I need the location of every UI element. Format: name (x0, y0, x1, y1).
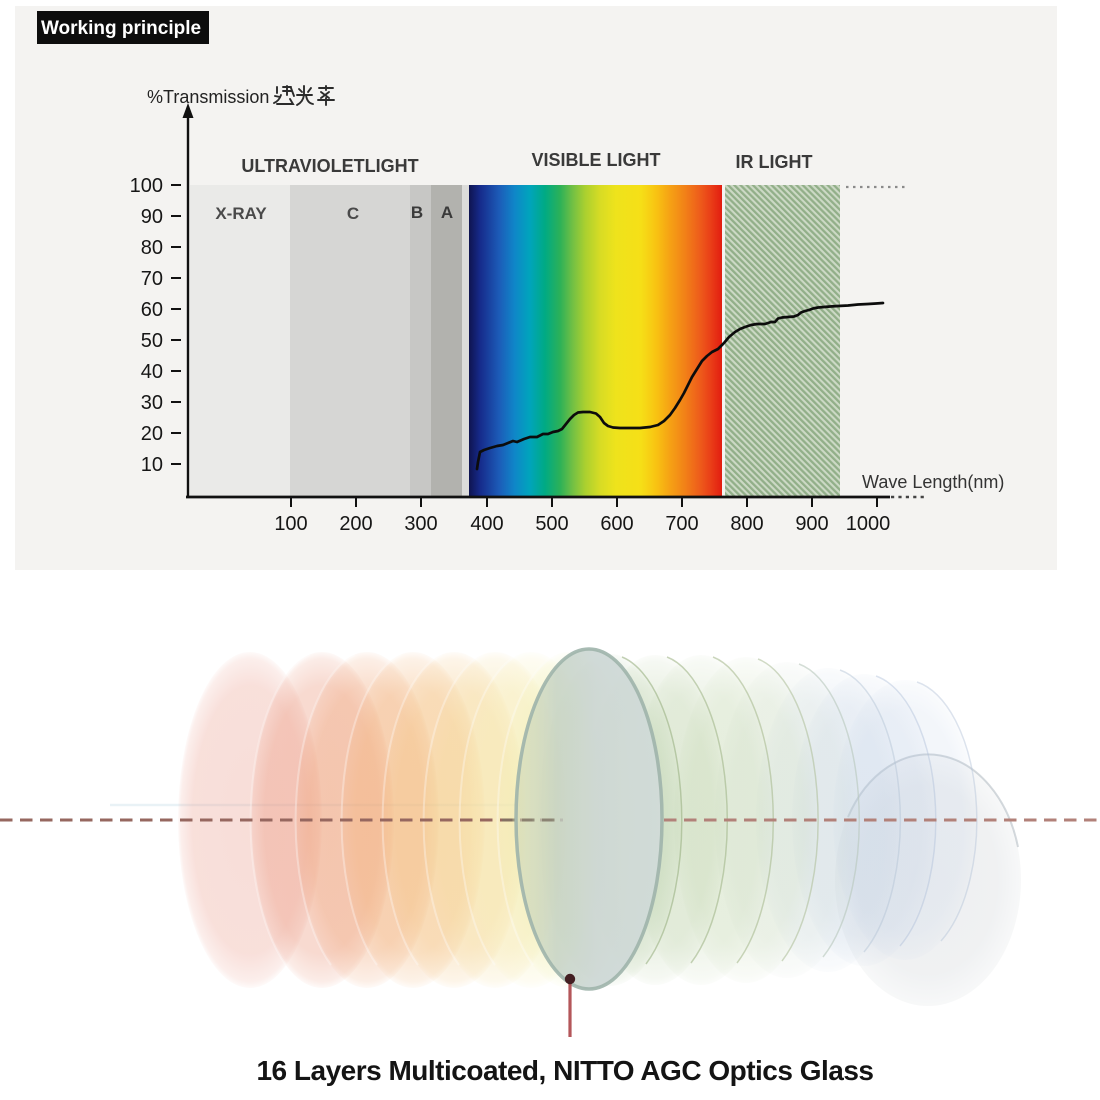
svg-text:IR LIGHT: IR LIGHT (736, 152, 813, 172)
svg-text:Working principle: Working principle (41, 18, 201, 39)
svg-text:%Transmission: %Transmission (147, 87, 269, 107)
svg-text:800: 800 (730, 513, 763, 535)
svg-text:400: 400 (470, 513, 503, 535)
svg-text:90: 90 (141, 206, 163, 228)
svg-text:100: 100 (274, 513, 307, 535)
svg-text:1000: 1000 (846, 513, 891, 535)
svg-text:30: 30 (141, 392, 163, 414)
svg-text:600: 600 (600, 513, 633, 535)
svg-text:300: 300 (404, 513, 437, 535)
svg-text:80: 80 (141, 237, 163, 259)
svg-text:60: 60 (141, 299, 163, 321)
svg-text:70: 70 (141, 268, 163, 290)
svg-text:B: B (411, 203, 423, 222)
svg-text:X-RAY: X-RAY (215, 204, 267, 223)
svg-text:VISIBLE LIGHT: VISIBLE LIGHT (531, 150, 660, 170)
svg-text:50: 50 (141, 330, 163, 352)
svg-text:40: 40 (141, 361, 163, 383)
svg-text:10: 10 (141, 454, 163, 476)
svg-text:C: C (347, 204, 359, 223)
svg-text:A: A (441, 203, 453, 222)
svg-text:200: 200 (339, 513, 372, 535)
svg-text:16 Layers Multicoated, NITTO A: 16 Layers Multicoated, NITTO AGC Optics … (256, 1055, 873, 1086)
svg-text:ULTRAVIOLETLIGHT: ULTRAVIOLETLIGHT (241, 156, 418, 176)
svg-text:900: 900 (795, 513, 828, 535)
svg-text:Wave Length(nm): Wave Length(nm) (862, 472, 1004, 492)
svg-text:500: 500 (535, 513, 568, 535)
svg-text:700: 700 (665, 513, 698, 535)
svg-text:20: 20 (141, 423, 163, 445)
svg-text:100: 100 (130, 175, 163, 197)
